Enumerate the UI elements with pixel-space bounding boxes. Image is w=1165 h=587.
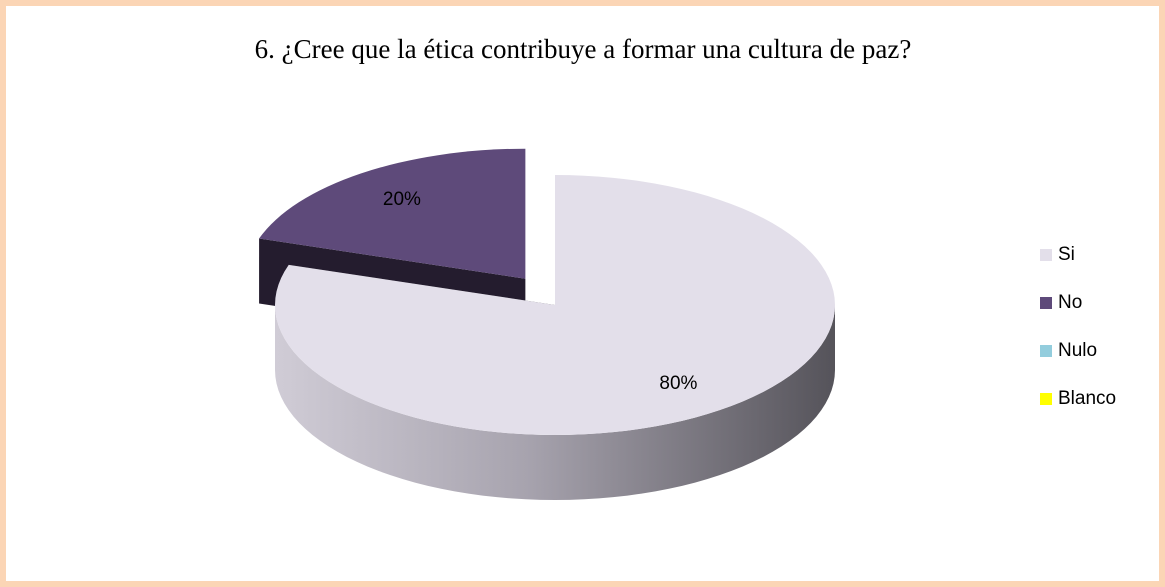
legend: Si No Nulo Blanco bbox=[1040, 244, 1116, 409]
legend-swatch bbox=[1040, 345, 1052, 357]
data-label: 20% bbox=[383, 189, 421, 210]
legend-swatch bbox=[1040, 249, 1052, 261]
slice bbox=[275, 175, 835, 435]
slice bbox=[259, 148, 526, 279]
legend-swatch bbox=[1040, 393, 1052, 405]
legend-label: Nulo bbox=[1058, 340, 1097, 361]
legend-label: Si bbox=[1058, 244, 1075, 265]
data-label: 80% bbox=[659, 373, 697, 394]
pie: 20% 80% bbox=[259, 148, 835, 500]
chart-title: 6. ¿Cree que la ética contribuye a forma… bbox=[255, 34, 912, 64]
legend-label: Blanco bbox=[1058, 388, 1116, 409]
legend-swatch bbox=[1040, 297, 1052, 309]
legend-label: No bbox=[1058, 292, 1082, 313]
slice-wall bbox=[275, 305, 835, 500]
